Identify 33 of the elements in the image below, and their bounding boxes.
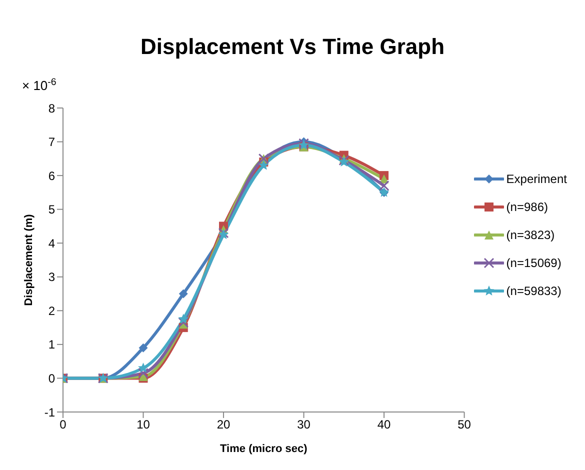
y-tick-label: 2 [48, 304, 56, 318]
point [258, 160, 269, 170]
y-tick-label: 8 [48, 101, 56, 116]
legend-label: (n=3823) [506, 228, 555, 242]
x-tick-label: 40 [377, 418, 392, 432]
y-axis-title: Displacement (m) [22, 214, 35, 306]
y-tick-label: 0 [48, 371, 56, 386]
point [178, 314, 189, 324]
legend-label: (n=986) [506, 200, 548, 214]
legend-label: (n=59833) [506, 284, 562, 298]
point [378, 180, 390, 191]
x-tick-label: 10 [136, 418, 150, 432]
text: × 10$^{-6}$ [22, 76, 56, 93]
y-tick-label: -1 [44, 405, 56, 420]
x-tick-label: 30 [297, 418, 311, 432]
y-tick-label: 7 [48, 135, 56, 150]
point [178, 289, 188, 298]
y-tick-label: 6 [48, 168, 56, 183]
legend-label: (n=15069) [506, 256, 562, 270]
y-tick-label: 3 [48, 270, 56, 284]
x-tick-label: 50 [458, 418, 472, 432]
y-tick-label: 1 [48, 338, 56, 352]
y-tick-label: 4 [48, 236, 56, 250]
point [178, 317, 189, 328]
x-tick-label: 20 [216, 418, 231, 432]
x-axis-title: Time (micro sec) [220, 443, 308, 455]
y-tick-label: 5 [48, 202, 56, 217]
legend-label: Experiment [506, 172, 567, 186]
chart-title: Displacement Vs Time Graph [139, 34, 446, 60]
x-tick-label: 0 [60, 418, 67, 432]
point [138, 362, 148, 373]
point [138, 368, 149, 378]
point [138, 343, 148, 352]
